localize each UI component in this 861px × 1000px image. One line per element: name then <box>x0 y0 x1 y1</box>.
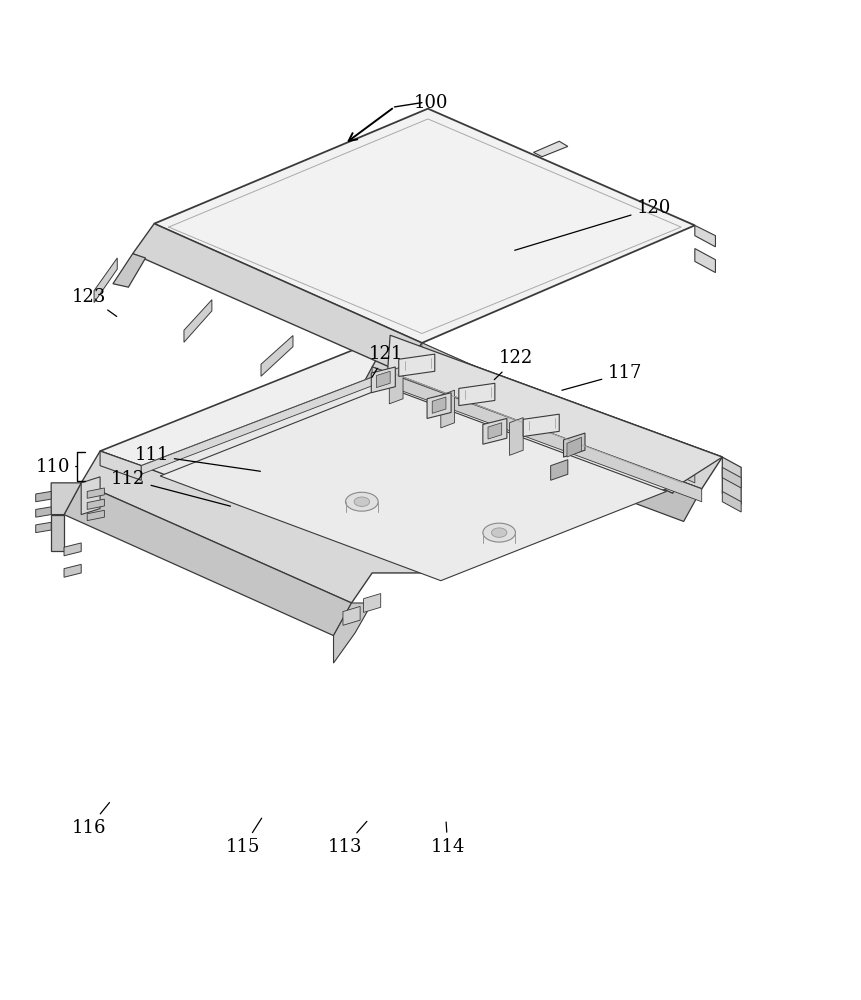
Polygon shape <box>432 397 446 413</box>
Polygon shape <box>64 483 351 636</box>
Polygon shape <box>355 367 702 521</box>
Polygon shape <box>184 300 212 342</box>
Polygon shape <box>113 254 146 287</box>
Polygon shape <box>441 390 455 428</box>
Text: 116: 116 <box>71 803 109 837</box>
Polygon shape <box>422 343 695 483</box>
Ellipse shape <box>492 528 507 537</box>
Polygon shape <box>94 258 117 303</box>
Polygon shape <box>371 367 395 393</box>
Text: 110: 110 <box>35 458 77 476</box>
Polygon shape <box>534 141 567 157</box>
Ellipse shape <box>354 497 369 506</box>
Polygon shape <box>363 594 381 612</box>
Ellipse shape <box>345 492 378 511</box>
Polygon shape <box>64 543 81 556</box>
Polygon shape <box>64 564 81 577</box>
Text: 100: 100 <box>413 94 448 112</box>
Polygon shape <box>376 371 390 388</box>
Polygon shape <box>343 606 360 625</box>
Polygon shape <box>141 371 387 474</box>
Text: 120: 120 <box>515 199 671 250</box>
Polygon shape <box>35 507 51 517</box>
Polygon shape <box>563 433 585 457</box>
Ellipse shape <box>483 523 516 542</box>
Polygon shape <box>695 249 715 273</box>
Text: 123: 123 <box>71 288 117 316</box>
Text: 115: 115 <box>226 818 262 856</box>
Polygon shape <box>722 457 741 504</box>
Text: 117: 117 <box>562 364 641 390</box>
Polygon shape <box>387 335 722 483</box>
Polygon shape <box>87 499 104 509</box>
Polygon shape <box>81 477 100 515</box>
Polygon shape <box>459 383 495 406</box>
Polygon shape <box>141 371 682 577</box>
Polygon shape <box>51 515 64 551</box>
Polygon shape <box>87 510 104 521</box>
Polygon shape <box>160 387 666 581</box>
Polygon shape <box>567 437 581 457</box>
Polygon shape <box>372 335 722 489</box>
Polygon shape <box>389 366 403 404</box>
Polygon shape <box>722 491 741 512</box>
Text: 122: 122 <box>494 349 534 380</box>
Polygon shape <box>333 603 372 663</box>
Polygon shape <box>510 418 523 455</box>
Polygon shape <box>100 335 722 573</box>
Polygon shape <box>81 451 432 603</box>
Polygon shape <box>154 109 695 343</box>
Text: 113: 113 <box>327 821 367 856</box>
Polygon shape <box>551 460 567 480</box>
Polygon shape <box>399 354 435 376</box>
Text: 121: 121 <box>369 345 403 377</box>
Polygon shape <box>488 423 502 439</box>
Polygon shape <box>35 522 51 533</box>
Polygon shape <box>133 224 422 373</box>
Polygon shape <box>87 488 104 498</box>
Polygon shape <box>483 418 507 444</box>
Polygon shape <box>722 467 741 488</box>
Polygon shape <box>35 491 51 502</box>
Polygon shape <box>100 451 141 480</box>
Text: 111: 111 <box>134 446 260 471</box>
Polygon shape <box>372 367 702 502</box>
Text: 112: 112 <box>111 470 231 506</box>
Polygon shape <box>51 483 81 515</box>
Polygon shape <box>403 343 695 493</box>
Polygon shape <box>523 414 560 436</box>
Polygon shape <box>261 336 293 376</box>
Polygon shape <box>427 393 451 418</box>
Polygon shape <box>695 225 715 247</box>
Text: 114: 114 <box>430 822 465 856</box>
